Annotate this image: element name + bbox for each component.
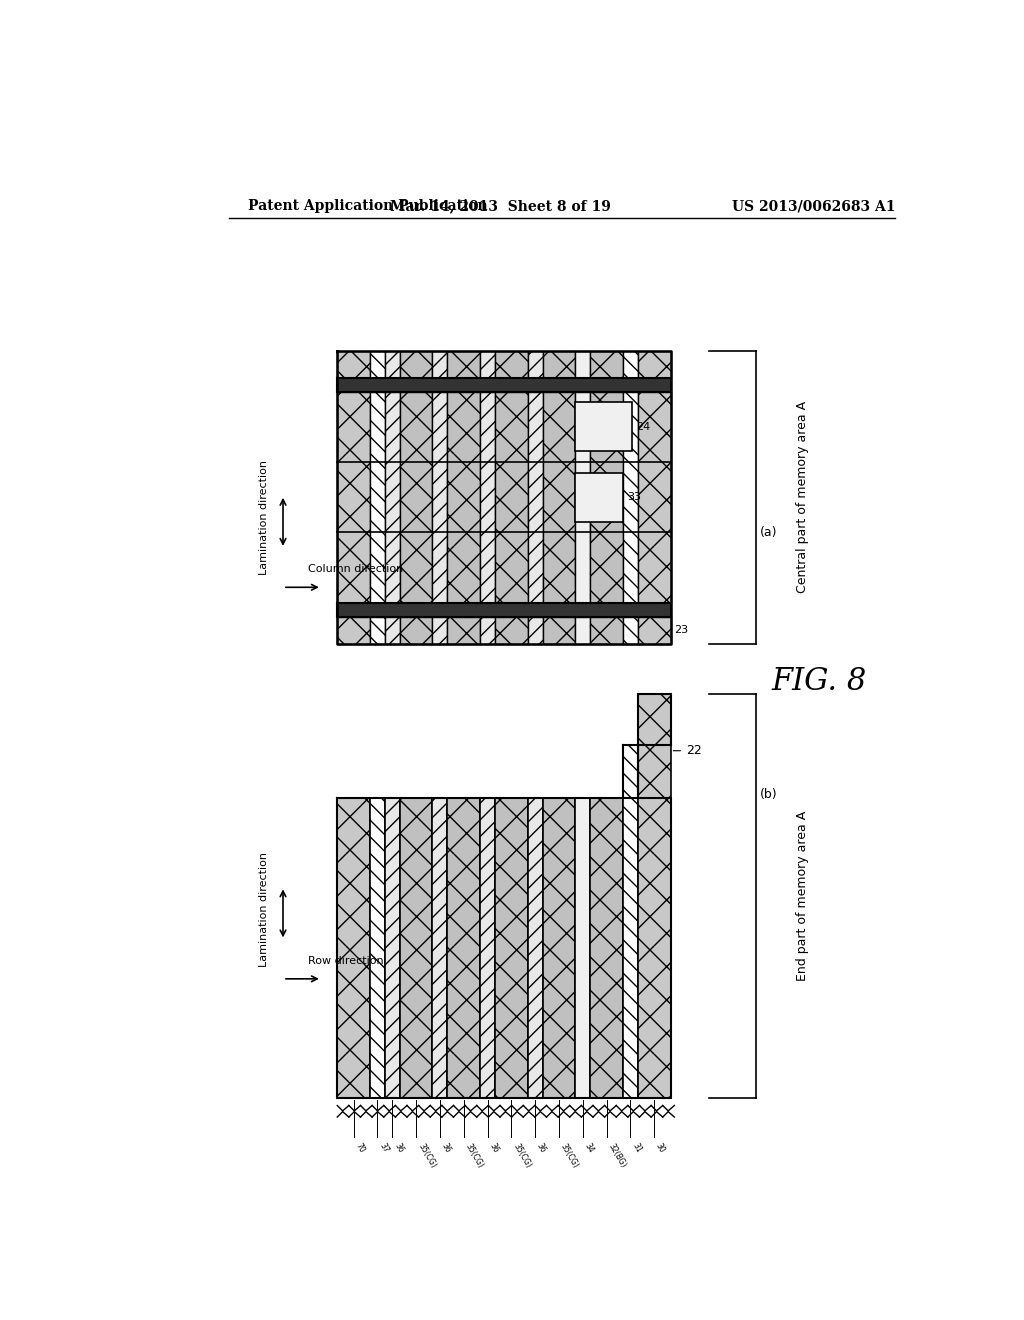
Bar <box>385 392 399 603</box>
Text: 34: 34 <box>583 1142 595 1155</box>
Text: Lamination direction: Lamination direction <box>259 851 268 968</box>
Bar <box>432 797 447 1098</box>
Bar <box>447 797 480 1098</box>
Text: 23: 23 <box>675 626 688 635</box>
Text: (b): (b) <box>760 788 777 801</box>
Bar <box>623 744 638 797</box>
Bar <box>385 797 399 1098</box>
Bar <box>432 351 447 378</box>
Text: (a): (a) <box>760 525 777 539</box>
Bar <box>527 392 543 603</box>
Text: 32(BG): 32(BG) <box>606 1142 628 1170</box>
Bar <box>638 797 671 1098</box>
Bar <box>337 351 370 378</box>
Bar <box>337 392 370 603</box>
Bar <box>480 797 495 1098</box>
Text: End part of memory area A: End part of memory area A <box>796 810 809 981</box>
Bar <box>447 616 480 644</box>
Text: Mar. 14, 2013  Sheet 8 of 19: Mar. 14, 2013 Sheet 8 of 19 <box>389 199 610 213</box>
Bar <box>385 351 399 378</box>
Bar <box>480 351 495 378</box>
Bar <box>337 603 671 616</box>
Bar <box>480 616 495 644</box>
Bar <box>370 351 385 378</box>
Bar <box>399 351 432 378</box>
Bar <box>337 797 370 1098</box>
Bar <box>399 392 432 603</box>
Bar <box>590 351 623 378</box>
Text: 36: 36 <box>487 1142 500 1155</box>
Text: 31: 31 <box>631 1142 643 1155</box>
Bar <box>543 797 575 1098</box>
Bar <box>638 392 671 603</box>
Bar <box>447 392 480 603</box>
Bar <box>575 403 633 451</box>
Text: Central part of memory area A: Central part of memory area A <box>796 401 809 593</box>
Bar <box>575 351 590 378</box>
Bar <box>399 797 432 1098</box>
Bar <box>337 616 370 644</box>
Bar <box>495 797 527 1098</box>
Text: Lamination direction: Lamination direction <box>259 461 268 576</box>
Text: FIG. 8: FIG. 8 <box>771 667 866 697</box>
Text: 24: 24 <box>636 422 650 432</box>
Bar <box>495 351 527 378</box>
Bar <box>590 797 623 1098</box>
Text: 35(CG): 35(CG) <box>464 1142 485 1170</box>
Bar <box>480 392 495 603</box>
Bar <box>370 797 385 1098</box>
Text: US 2013/0062683 A1: US 2013/0062683 A1 <box>732 199 895 213</box>
Text: 36: 36 <box>392 1142 404 1155</box>
Bar <box>495 392 527 603</box>
Bar <box>623 392 638 603</box>
Bar <box>432 616 447 644</box>
Bar <box>575 392 590 603</box>
Bar <box>623 351 638 378</box>
Text: 22: 22 <box>674 744 701 758</box>
Bar <box>370 392 385 603</box>
Text: 30: 30 <box>654 1142 667 1155</box>
Bar <box>543 392 575 603</box>
Text: 36: 36 <box>536 1142 548 1155</box>
Text: 70: 70 <box>353 1142 367 1155</box>
Bar <box>590 392 623 603</box>
Bar <box>575 473 623 521</box>
Text: 35(CG): 35(CG) <box>559 1142 581 1170</box>
Text: Row direction: Row direction <box>308 956 383 966</box>
Text: Column direction: Column direction <box>308 564 403 574</box>
Bar <box>527 351 543 378</box>
Bar <box>638 351 671 378</box>
Bar <box>432 392 447 603</box>
Bar <box>447 351 480 378</box>
Text: 35(CG): 35(CG) <box>416 1142 437 1170</box>
Bar <box>543 351 575 378</box>
Text: 36: 36 <box>440 1142 453 1155</box>
Bar <box>385 616 399 644</box>
Bar <box>527 797 543 1098</box>
Bar <box>575 616 590 644</box>
Text: Patent Application Publication: Patent Application Publication <box>248 199 487 213</box>
Bar <box>590 616 623 644</box>
Bar <box>543 616 575 644</box>
Bar <box>638 693 671 797</box>
Text: 35(CG): 35(CG) <box>511 1142 532 1170</box>
Text: 33: 33 <box>627 492 641 502</box>
Text: 37: 37 <box>378 1142 390 1155</box>
Bar <box>638 616 671 644</box>
Bar <box>623 797 638 1098</box>
Bar <box>337 378 671 392</box>
Bar <box>527 616 543 644</box>
Bar <box>399 616 432 644</box>
Bar <box>370 616 385 644</box>
Bar <box>495 616 527 644</box>
Bar <box>575 797 590 1098</box>
Bar <box>623 616 638 644</box>
